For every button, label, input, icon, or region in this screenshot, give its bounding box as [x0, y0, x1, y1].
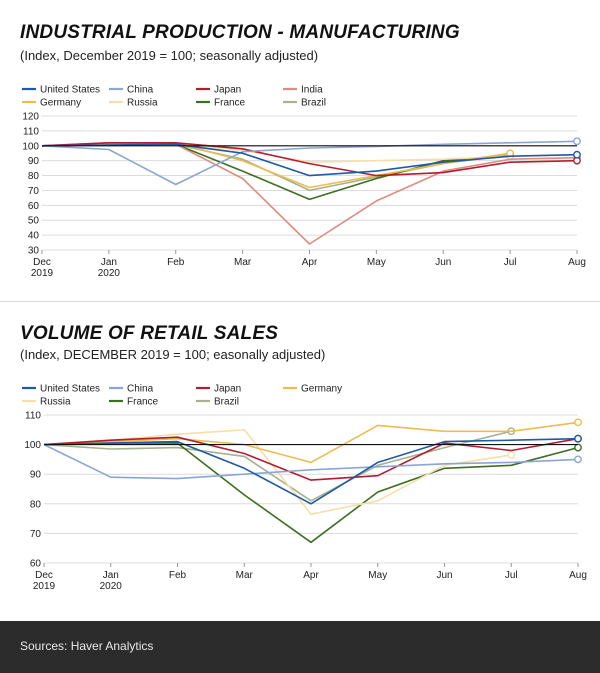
- y-tick-label: 90: [30, 470, 42, 481]
- x-tick-label: Mar: [234, 257, 252, 268]
- series-line-japan: [41, 142, 578, 177]
- series-line-china: [43, 443, 579, 480]
- footer: Sources: Haver Analytics: [0, 621, 600, 673]
- series-end-point-france: [574, 443, 582, 452]
- retail-sales-panel: VOLUME OF RETAIL SALES (Index, DECEMBER …: [0, 303, 600, 619]
- y-tick-label: 80: [30, 499, 42, 510]
- legend-label-germany: Germany: [40, 98, 81, 109]
- y-tick-label: 110: [25, 411, 41, 422]
- section-divider: [0, 301, 600, 302]
- industrial-production-chart: United States China Japan India Germany Russi…: [22, 85, 586, 279]
- x-tick-label: Aug: [569, 570, 587, 581]
- series-end-point-united-states: [574, 434, 582, 443]
- series-end-point-russia: [507, 451, 516, 459]
- chart-subtitle: (Index, DECEMBER 2019 = 100; easonally a…: [20, 347, 326, 362]
- series-line-japan: [43, 436, 579, 481]
- series-line-russia: [41, 143, 511, 163]
- y-tick-label: 120: [22, 112, 39, 123]
- x-tick-label: Jun: [435, 257, 451, 268]
- y-tick-label: 40: [28, 231, 40, 242]
- series-line-france: [43, 442, 579, 544]
- legend-label-france: France: [214, 98, 246, 109]
- y-tick-label: 30: [28, 246, 40, 257]
- x-tick-label: Jan: [101, 257, 117, 268]
- legend-label-india: India: [301, 85, 323, 96]
- series-end-point-china: [574, 455, 582, 464]
- legend-label-russia: Russia: [127, 98, 158, 109]
- source-note: Sources: Haver Analytics: [20, 639, 154, 653]
- legend-label-brazil: Brazil: [214, 397, 239, 408]
- series-end-point-united-states: [573, 150, 581, 159]
- y-tick-label: 90: [28, 156, 40, 167]
- x-tick-label: Jul: [505, 570, 518, 581]
- x-tick-label: Jan: [103, 570, 119, 581]
- x-tick-label: Apr: [302, 257, 318, 268]
- x-tick-label: 2020: [98, 268, 121, 279]
- retail-sales-chart: United States China Japan Germany Russia Fran…: [22, 384, 587, 592]
- series-line-united-states: [43, 437, 579, 505]
- legend-label-united-states: United States: [40, 85, 100, 96]
- x-tick-label: Jul: [504, 257, 517, 268]
- y-tick-label: 50: [28, 216, 40, 227]
- y-tick-label: 70: [30, 529, 42, 540]
- y-tick-label: 80: [28, 171, 40, 182]
- x-tick-label: Dec: [33, 257, 51, 268]
- series-end-point-china: [573, 137, 581, 146]
- series-line-brazil: [43, 430, 512, 502]
- series-line-germany: [43, 421, 579, 464]
- legend-label-japan: Japan: [214, 384, 241, 395]
- legend-label-russia: Russia: [40, 397, 71, 408]
- x-tick-label: Jun: [436, 570, 452, 581]
- x-tick-label: Aug: [568, 257, 586, 268]
- x-tick-label: Feb: [169, 570, 187, 581]
- y-tick-label: 60: [28, 201, 40, 212]
- x-tick-label: 2019: [31, 268, 54, 279]
- legend-label-brazil: Brazil: [301, 98, 326, 109]
- legend-label-china: China: [127, 384, 154, 395]
- x-tick-label: 2019: [33, 581, 56, 592]
- x-tick-label: Dec: [35, 570, 53, 581]
- x-tick-label: Apr: [303, 570, 319, 581]
- series-line-united-states: [41, 143, 578, 177]
- legend-label-united-states: United States: [40, 384, 100, 395]
- x-tick-label: Feb: [167, 257, 185, 268]
- y-tick-label: 100: [24, 440, 41, 451]
- y-tick-label: 60: [30, 559, 42, 570]
- chart-subtitle: (Index, December 2019 = 100; seasonally …: [20, 48, 319, 63]
- legend-label-france: France: [127, 397, 159, 408]
- chart-title: VOLUME OF RETAIL SALES: [20, 323, 279, 344]
- y-tick-label: 100: [22, 141, 39, 152]
- legend-label-china: China: [127, 85, 154, 96]
- x-tick-label: 2020: [100, 581, 123, 592]
- y-tick-label: 70: [28, 186, 40, 197]
- x-tick-label: May: [367, 257, 386, 268]
- y-tick-label: 110: [23, 126, 39, 137]
- x-tick-label: May: [368, 570, 387, 581]
- legend-label-germany: Germany: [301, 384, 342, 395]
- series-end-point-germany: [574, 418, 582, 427]
- legend-label-japan: Japan: [214, 85, 241, 96]
- series-line-china: [41, 140, 578, 186]
- x-tick-label: Mar: [236, 570, 254, 581]
- industrial-production-panel: INDUSTRIAL PRODUCTION - MANUFACTURING (I…: [0, 0, 600, 300]
- chart-title: INDUSTRIAL PRODUCTION - MANUFACTURING: [20, 22, 460, 43]
